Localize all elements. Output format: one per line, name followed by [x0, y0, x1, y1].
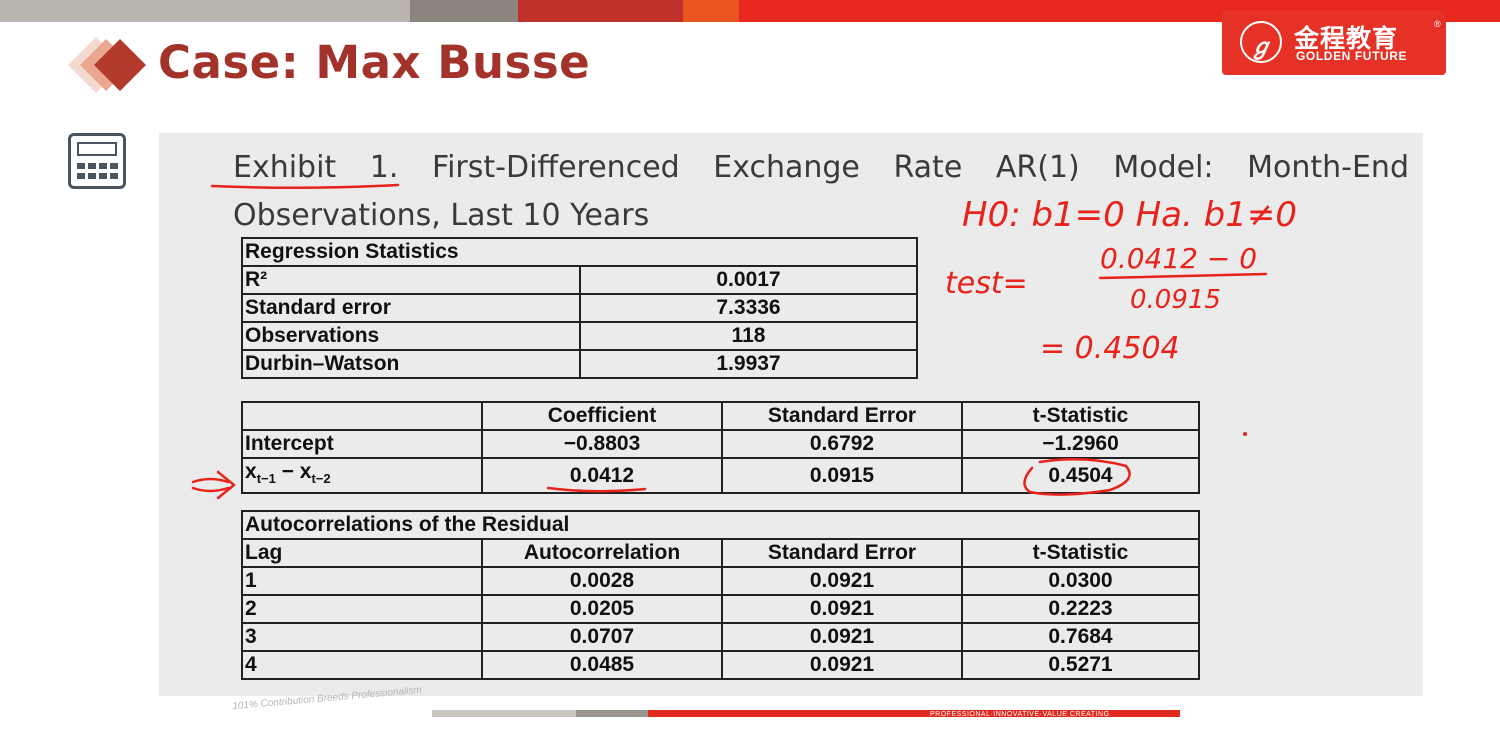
- registered-mark: ®: [1434, 19, 1441, 29]
- column-header: Coefficient: [481, 401, 723, 431]
- t-statistic-value: 0.0300: [961, 566, 1200, 596]
- golden-future-logo: ℊ 金程教育 GOLDEN FUTURE ®: [1222, 11, 1446, 75]
- stat-value: 0.0017: [579, 265, 918, 295]
- stat-label: Standard error: [241, 293, 581, 323]
- golden-future-logo-icon: ℊ: [1240, 21, 1282, 63]
- standard-error-value: 0.0921: [721, 650, 963, 680]
- result-text: = 0.4504: [1040, 331, 1180, 366]
- top-bar-segment: [410, 0, 518, 22]
- coefficients-table: Coefficient Standard Error t-Statistic I…: [241, 401, 1200, 495]
- arrow-to-row-icon: [191, 470, 236, 500]
- lag-value: 1: [241, 566, 483, 596]
- autocorrelation-value: 0.0028: [481, 566, 723, 596]
- table-row: Durbin–Watson 1.9937: [241, 349, 918, 379]
- column-header: Autocorrelation: [481, 538, 723, 568]
- table-row: R² 0.0017: [241, 265, 918, 295]
- top-bar-segment: [518, 0, 683, 22]
- standard-error-value: 0.0915: [721, 456, 963, 495]
- table-row: Observations 118: [241, 321, 918, 351]
- autocorrelation-value: 0.0205: [481, 594, 723, 624]
- title-diamond-icon: [68, 37, 146, 93]
- footer-line: [576, 710, 648, 717]
- autocorrelations-table: Autocorrelations of the Residual Lag Aut…: [241, 510, 1200, 680]
- t-statistic-value: −1.2960: [961, 429, 1200, 459]
- standard-error-value: 0.6792: [721, 429, 963, 459]
- stat-label: Durbin–Watson: [241, 349, 581, 379]
- column-header: Standard Error: [721, 401, 963, 431]
- calculator-icon: [68, 133, 126, 189]
- standard-error-value: 0.0921: [721, 594, 963, 624]
- table-header-row: Lag Autocorrelation Standard Error t-Sta…: [241, 538, 1200, 568]
- fraction-bar: [1098, 272, 1268, 280]
- logo-chinese-name: 金程教育: [1294, 24, 1399, 53]
- footer-line: [432, 710, 576, 717]
- t-statistic-value: 0.7684: [961, 622, 1200, 652]
- underline-exhibit: [210, 183, 400, 190]
- row-label: Intercept: [241, 429, 483, 459]
- underline-coefficient: [546, 486, 647, 493]
- exhibit-heading: Exhibit 1. First-Differenced Exchange Ra…: [233, 150, 1409, 233]
- table-row: 4 0.0485 0.0921 0.5271: [241, 650, 1200, 680]
- footer-line: [648, 710, 1180, 717]
- table-row: 3 0.0707 0.0921 0.7684: [241, 622, 1200, 652]
- column-header: Standard Error: [721, 538, 963, 568]
- column-header: t-Statistic: [961, 401, 1200, 431]
- slide-title: Case: Max Busse: [158, 36, 591, 89]
- top-bar-segment: [0, 0, 410, 22]
- autocorrelation-value: 0.0707: [481, 622, 723, 652]
- numerator-text: 0.0412 − 0: [1100, 242, 1257, 275]
- lag-value: 3: [241, 622, 483, 652]
- stat-value: 118: [579, 321, 918, 351]
- footer-tagline: PROFESSIONAL·INNOVATIVE·VALUE CREATING: [930, 711, 1110, 718]
- stat-value: 7.3336: [579, 293, 918, 323]
- table-header: Autocorrelations of the Residual: [241, 510, 1200, 540]
- logo-english-name: GOLDEN FUTURE: [1296, 49, 1408, 63]
- row-label: xt−1 − xt−2: [241, 456, 483, 495]
- stat-value: 1.9937: [579, 349, 918, 379]
- table-row: 2 0.0205 0.0921 0.2223: [241, 594, 1200, 624]
- stat-label: R²: [241, 265, 581, 295]
- lag-value: 4: [241, 650, 483, 680]
- top-color-bar: [0, 0, 1500, 22]
- ink-dot: [1243, 432, 1247, 436]
- column-header: [241, 401, 483, 431]
- t-statistic-value: 0.2223: [961, 594, 1200, 624]
- regression-statistics-table: Regression Statistics R² 0.0017 Standard…: [241, 237, 918, 379]
- table-header-row: Coefficient Standard Error t-Statistic: [241, 401, 1200, 431]
- test-label-text: test=: [945, 266, 1028, 301]
- table-row: Standard error 7.3336: [241, 293, 918, 323]
- stat-label: Observations: [241, 321, 581, 351]
- column-header: t-Statistic: [961, 538, 1200, 568]
- table-header: Regression Statistics: [241, 237, 918, 267]
- standard-error-value: 0.0921: [721, 622, 963, 652]
- column-header: Lag: [241, 538, 483, 568]
- standard-error-value: 0.0921: [721, 566, 963, 596]
- table-row: Intercept −0.8803 0.6792 −1.2960: [241, 429, 1200, 459]
- lag-value: 2: [241, 594, 483, 624]
- autocorrelation-value: 0.0485: [481, 650, 723, 680]
- denominator-text: 0.0915: [1130, 285, 1221, 315]
- coefficient-value: −0.8803: [481, 429, 723, 459]
- table-row: 1 0.0028 0.0921 0.0300: [241, 566, 1200, 596]
- t-statistic-value: 0.5271: [961, 650, 1200, 680]
- circle-t-statistic: [1023, 458, 1131, 496]
- top-bar-segment: [683, 0, 739, 22]
- table-row: xt−1 − xt−2 0.0412 0.0915 0.4504: [241, 456, 1200, 495]
- hypothesis-text: H0: b1=0 Ha. b1≠0: [962, 195, 1297, 235]
